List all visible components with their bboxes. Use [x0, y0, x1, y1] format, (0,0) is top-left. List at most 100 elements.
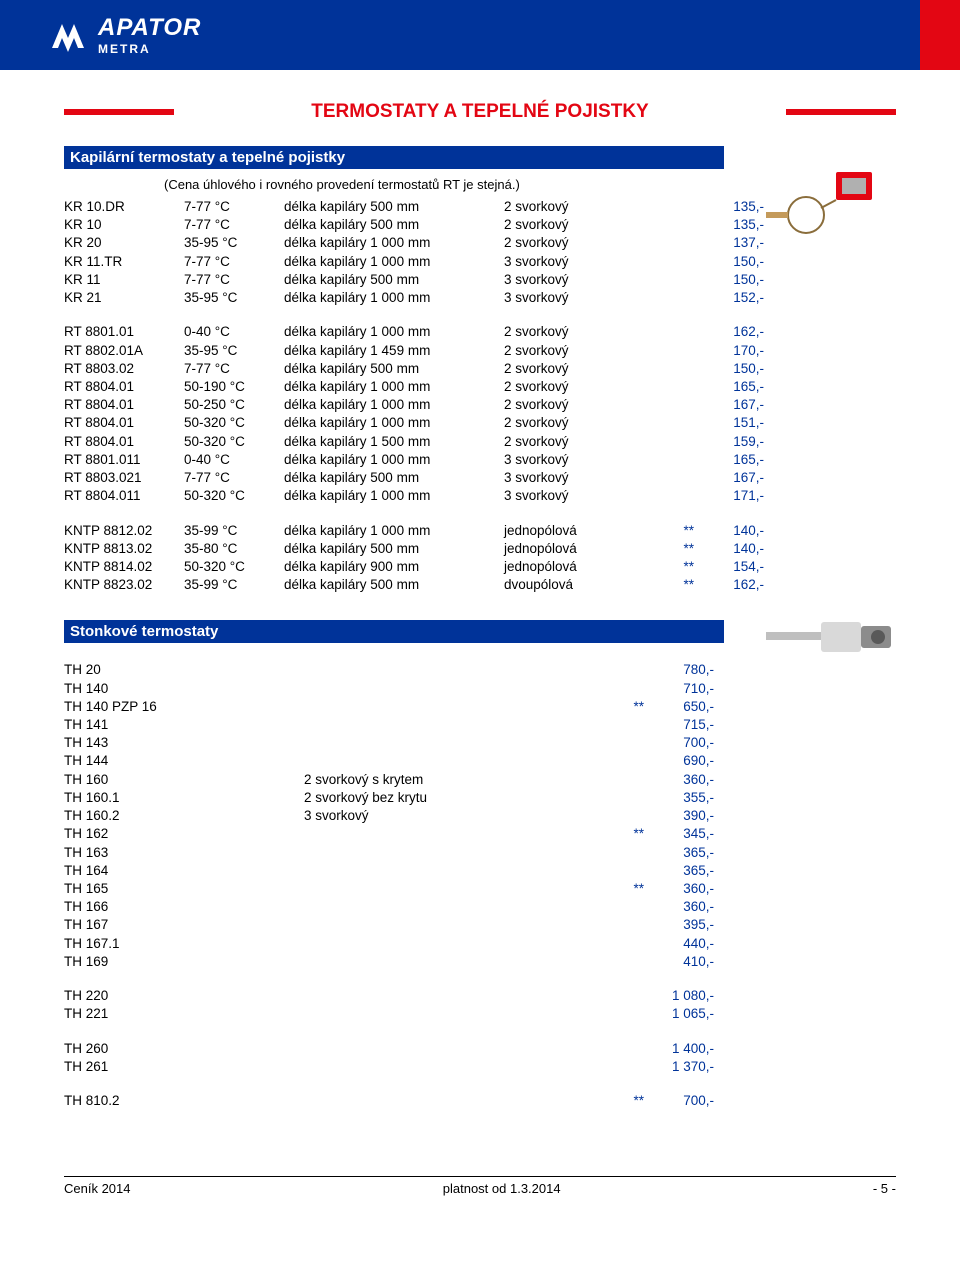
- cell-length: délka kapiláry 1 000 mm: [284, 451, 504, 469]
- table-row: RT 8804.0150-320 °Cdélka kapiláry 1 500 …: [64, 433, 896, 451]
- cell-type: jednopólová: [504, 558, 654, 576]
- table-row: TH 160.23 svorkový390,-: [64, 807, 896, 825]
- cell-length: délka kapiláry 1 000 mm: [284, 487, 504, 505]
- cell-length: délka kapiláry 500 mm: [284, 271, 504, 289]
- cell-length: délka kapiláry 500 mm: [284, 216, 504, 234]
- brand-name: APATOR: [98, 14, 201, 42]
- cell-desc: [304, 698, 604, 716]
- cell-note: [654, 216, 694, 234]
- cell-price: 650,-: [644, 698, 714, 716]
- cell-temp: 7-77 °C: [184, 360, 284, 378]
- cell-type: 2 svorkový: [504, 323, 654, 341]
- cell-price: 780,-: [644, 661, 714, 679]
- table-row: TH 810.2**700,-: [64, 1092, 896, 1110]
- cell-model: KR 10.DR: [64, 198, 184, 216]
- cell-desc: [304, 734, 604, 752]
- cell-note: [604, 1058, 644, 1076]
- cell-desc: [304, 716, 604, 734]
- cell-temp: 50-250 °C: [184, 396, 284, 414]
- cell-model: KR 10: [64, 216, 184, 234]
- cell-desc: [304, 935, 604, 953]
- table-row: TH 165**360,-: [64, 880, 896, 898]
- cell-model: TH 141: [64, 716, 304, 734]
- cell-model: TH 165: [64, 880, 304, 898]
- table-row: RT 8803.027-77 °Cdélka kapiláry 500 mm2 …: [64, 360, 896, 378]
- cell-type: jednopólová: [504, 540, 654, 558]
- cell-note: [604, 953, 644, 971]
- cell-price: 162,-: [694, 576, 764, 594]
- section-header-stem: Stonkové termostaty: [64, 620, 724, 643]
- cell-desc: [304, 916, 604, 934]
- cell-type: dvoupólová: [504, 576, 654, 594]
- table-row: RT 8801.010-40 °Cdélka kapiláry 1 000 mm…: [64, 323, 896, 341]
- cell-price: 154,-: [694, 558, 764, 576]
- cell-note: [604, 789, 644, 807]
- cell-note: [654, 198, 694, 216]
- cell-model: TH 160: [64, 771, 304, 789]
- table-row: RT 8804.01150-320 °Cdélka kapiláry 1 000…: [64, 487, 896, 505]
- cell-price: 1 400,-: [644, 1040, 714, 1058]
- table-row: RT 8804.0150-250 °Cdélka kapiláry 1 000 …: [64, 396, 896, 414]
- cell-type: jednopólová: [504, 522, 654, 540]
- cell-model: TH 167: [64, 916, 304, 934]
- cell-temp: 35-95 °C: [184, 234, 284, 252]
- cell-type: 2 svorkový: [504, 396, 654, 414]
- cell-price: 715,-: [644, 716, 714, 734]
- table-row: RT 8804.0150-190 °Cdélka kapiláry 1 000 …: [64, 378, 896, 396]
- cell-temp: 35-99 °C: [184, 576, 284, 594]
- cell-model: TH 144: [64, 752, 304, 770]
- cell-length: délka kapiláry 1 000 mm: [284, 396, 504, 414]
- cell-temp: 35-99 °C: [184, 522, 284, 540]
- th-table-1: TH 20780,-TH 140710,-TH 140 PZP 16**650,…: [64, 661, 896, 971]
- cell-note: [604, 716, 644, 734]
- cell-temp: 7-77 °C: [184, 216, 284, 234]
- brand-sub: METRA: [98, 42, 201, 56]
- cell-model: RT 8804.01: [64, 396, 184, 414]
- cell-note: [654, 378, 694, 396]
- table-row: KR 2135-95 °Cdélka kapiláry 1 000 mm3 sv…: [64, 289, 896, 307]
- table-row: TH 2611 370,-: [64, 1058, 896, 1076]
- cell-type: 3 svorkový: [504, 289, 654, 307]
- stem-thermostat-image: [766, 612, 896, 662]
- table-row: TH 2201 080,-: [64, 987, 896, 1005]
- cell-price: 150,-: [694, 360, 764, 378]
- cell-type: 2 svorkový: [504, 234, 654, 252]
- table-row: RT 8804.0150-320 °Cdélka kapiláry 1 000 …: [64, 414, 896, 432]
- cell-type: 2 svorkový: [504, 414, 654, 432]
- table-row: TH 2211 065,-: [64, 1005, 896, 1023]
- table-row: TH 140710,-: [64, 680, 896, 698]
- cell-temp: 35-80 °C: [184, 540, 284, 558]
- cell-model: TH 167.1: [64, 935, 304, 953]
- cell-note: **: [604, 698, 644, 716]
- th-table-2: TH 2201 080,-TH 2211 065,-: [64, 987, 896, 1023]
- cell-desc: [304, 680, 604, 698]
- rt-table: RT 8801.010-40 °Cdélka kapiláry 1 000 mm…: [64, 323, 896, 505]
- cell-note: [654, 234, 694, 252]
- cell-model: TH 143: [64, 734, 304, 752]
- cell-model: KNTP 8814.02: [64, 558, 184, 576]
- cell-note: **: [604, 825, 644, 843]
- cell-length: délka kapiláry 1 000 mm: [284, 234, 504, 252]
- cell-model: TH 810.2: [64, 1092, 304, 1110]
- table-row: KR 11.TR7-77 °Cdélka kapiláry 1 000 mm3 …: [64, 253, 896, 271]
- cell-desc: [304, 1058, 604, 1076]
- cell-price: 151,-: [694, 414, 764, 432]
- cell-price: 700,-: [644, 734, 714, 752]
- cell-price: 150,-: [694, 253, 764, 271]
- table-row: TH 1602 svorkový s krytem360,-: [64, 771, 896, 789]
- table-row: KNTP 8812.0235-99 °Cdélka kapiláry 1 000…: [64, 522, 896, 540]
- footer-mid: platnost od 1.3.2014: [443, 1181, 561, 1196]
- cell-model: TH 163: [64, 844, 304, 862]
- cell-type: 2 svorkový: [504, 198, 654, 216]
- table-row: RT 8801.0110-40 °Cdélka kapiláry 1 000 m…: [64, 451, 896, 469]
- cell-desc: 2 svorkový bez krytu: [304, 789, 604, 807]
- cell-price: 167,-: [694, 396, 764, 414]
- cell-type: 3 svorkový: [504, 469, 654, 487]
- cell-model: RT 8802.01A: [64, 342, 184, 360]
- logo: APATOR METRA: [48, 14, 201, 56]
- cell-price: 167,-: [694, 469, 764, 487]
- cell-price: 152,-: [694, 289, 764, 307]
- cell-note: [604, 771, 644, 789]
- cell-temp: 35-95 °C: [184, 289, 284, 307]
- cell-length: délka kapiláry 900 mm: [284, 558, 504, 576]
